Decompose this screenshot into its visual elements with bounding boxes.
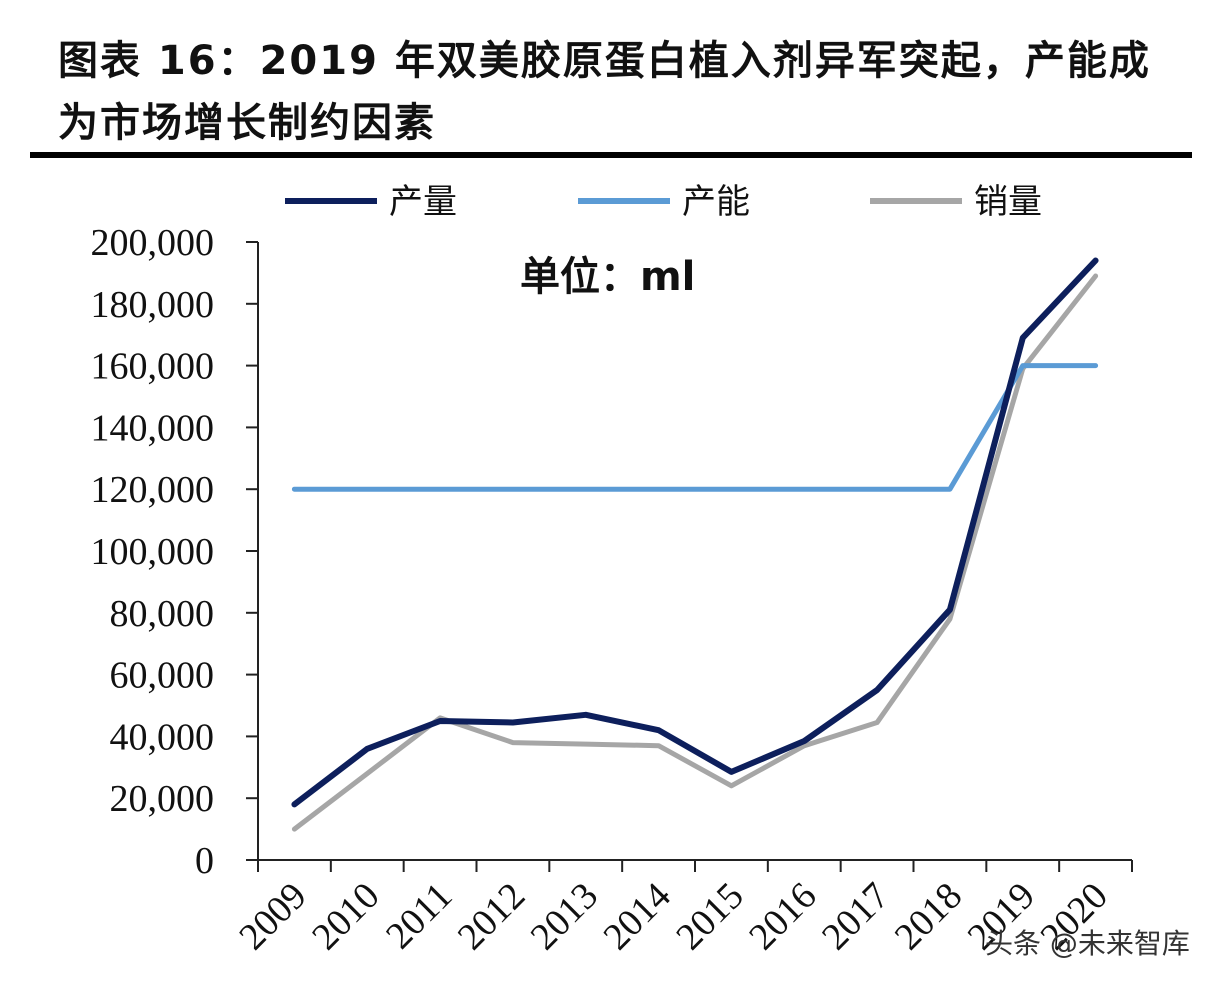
- chart-title: 图表 16：2019 年双美胶原蛋白植入剂异军突起，产能成为市场增长制约因素: [58, 38, 1151, 146]
- unit-annotation: 单位：ml: [520, 254, 695, 300]
- legend-label: 销量: [974, 182, 1042, 222]
- y-tick-label: 200,000: [91, 222, 215, 264]
- y-tick-label: 180,000: [91, 284, 215, 326]
- series-line-capacity: [291, 363, 1099, 492]
- y-tick-label: 0: [195, 840, 214, 882]
- y-tick-label: 140,000: [91, 407, 215, 449]
- x-tick-label: 2011: [378, 875, 460, 957]
- y-axis: 0 20,000 40,000 60,000 80,000 100,000 120,000 1…: [91, 222, 259, 882]
- y-tick-label: 20,000: [110, 778, 215, 820]
- y-tick-label: 100,000: [91, 531, 215, 573]
- legend: 产量 产能 销量: [285, 182, 1042, 222]
- series-line-production: [291, 257, 1099, 808]
- x-tick-label: 2018: [887, 875, 970, 958]
- series-group: [291, 257, 1099, 832]
- x-tick-label: 2014: [596, 875, 679, 958]
- series-line-sales: [291, 273, 1099, 832]
- y-tick-label: 40,000: [110, 716, 215, 758]
- x-tick-label: 2009: [231, 875, 314, 958]
- y-tick-label: 60,000: [110, 655, 215, 697]
- y-tick-label: 120,000: [91, 469, 215, 511]
- x-tick-label: 2013: [523, 875, 606, 958]
- x-tick-label: 2012: [450, 875, 533, 958]
- y-tick-label: 80,000: [110, 593, 215, 635]
- x-tick-label: 2016: [741, 875, 824, 958]
- y-tick-label: 160,000: [91, 346, 215, 388]
- watermark: 头条 @未来智库: [985, 927, 1190, 960]
- x-tick-label: 2010: [304, 875, 387, 958]
- x-tick-label: 2015: [668, 875, 751, 958]
- legend-label: 产量: [389, 182, 457, 222]
- title-divider: [30, 152, 1192, 158]
- x-tick-label: 2017: [814, 875, 897, 958]
- legend-label: 产能: [682, 182, 750, 222]
